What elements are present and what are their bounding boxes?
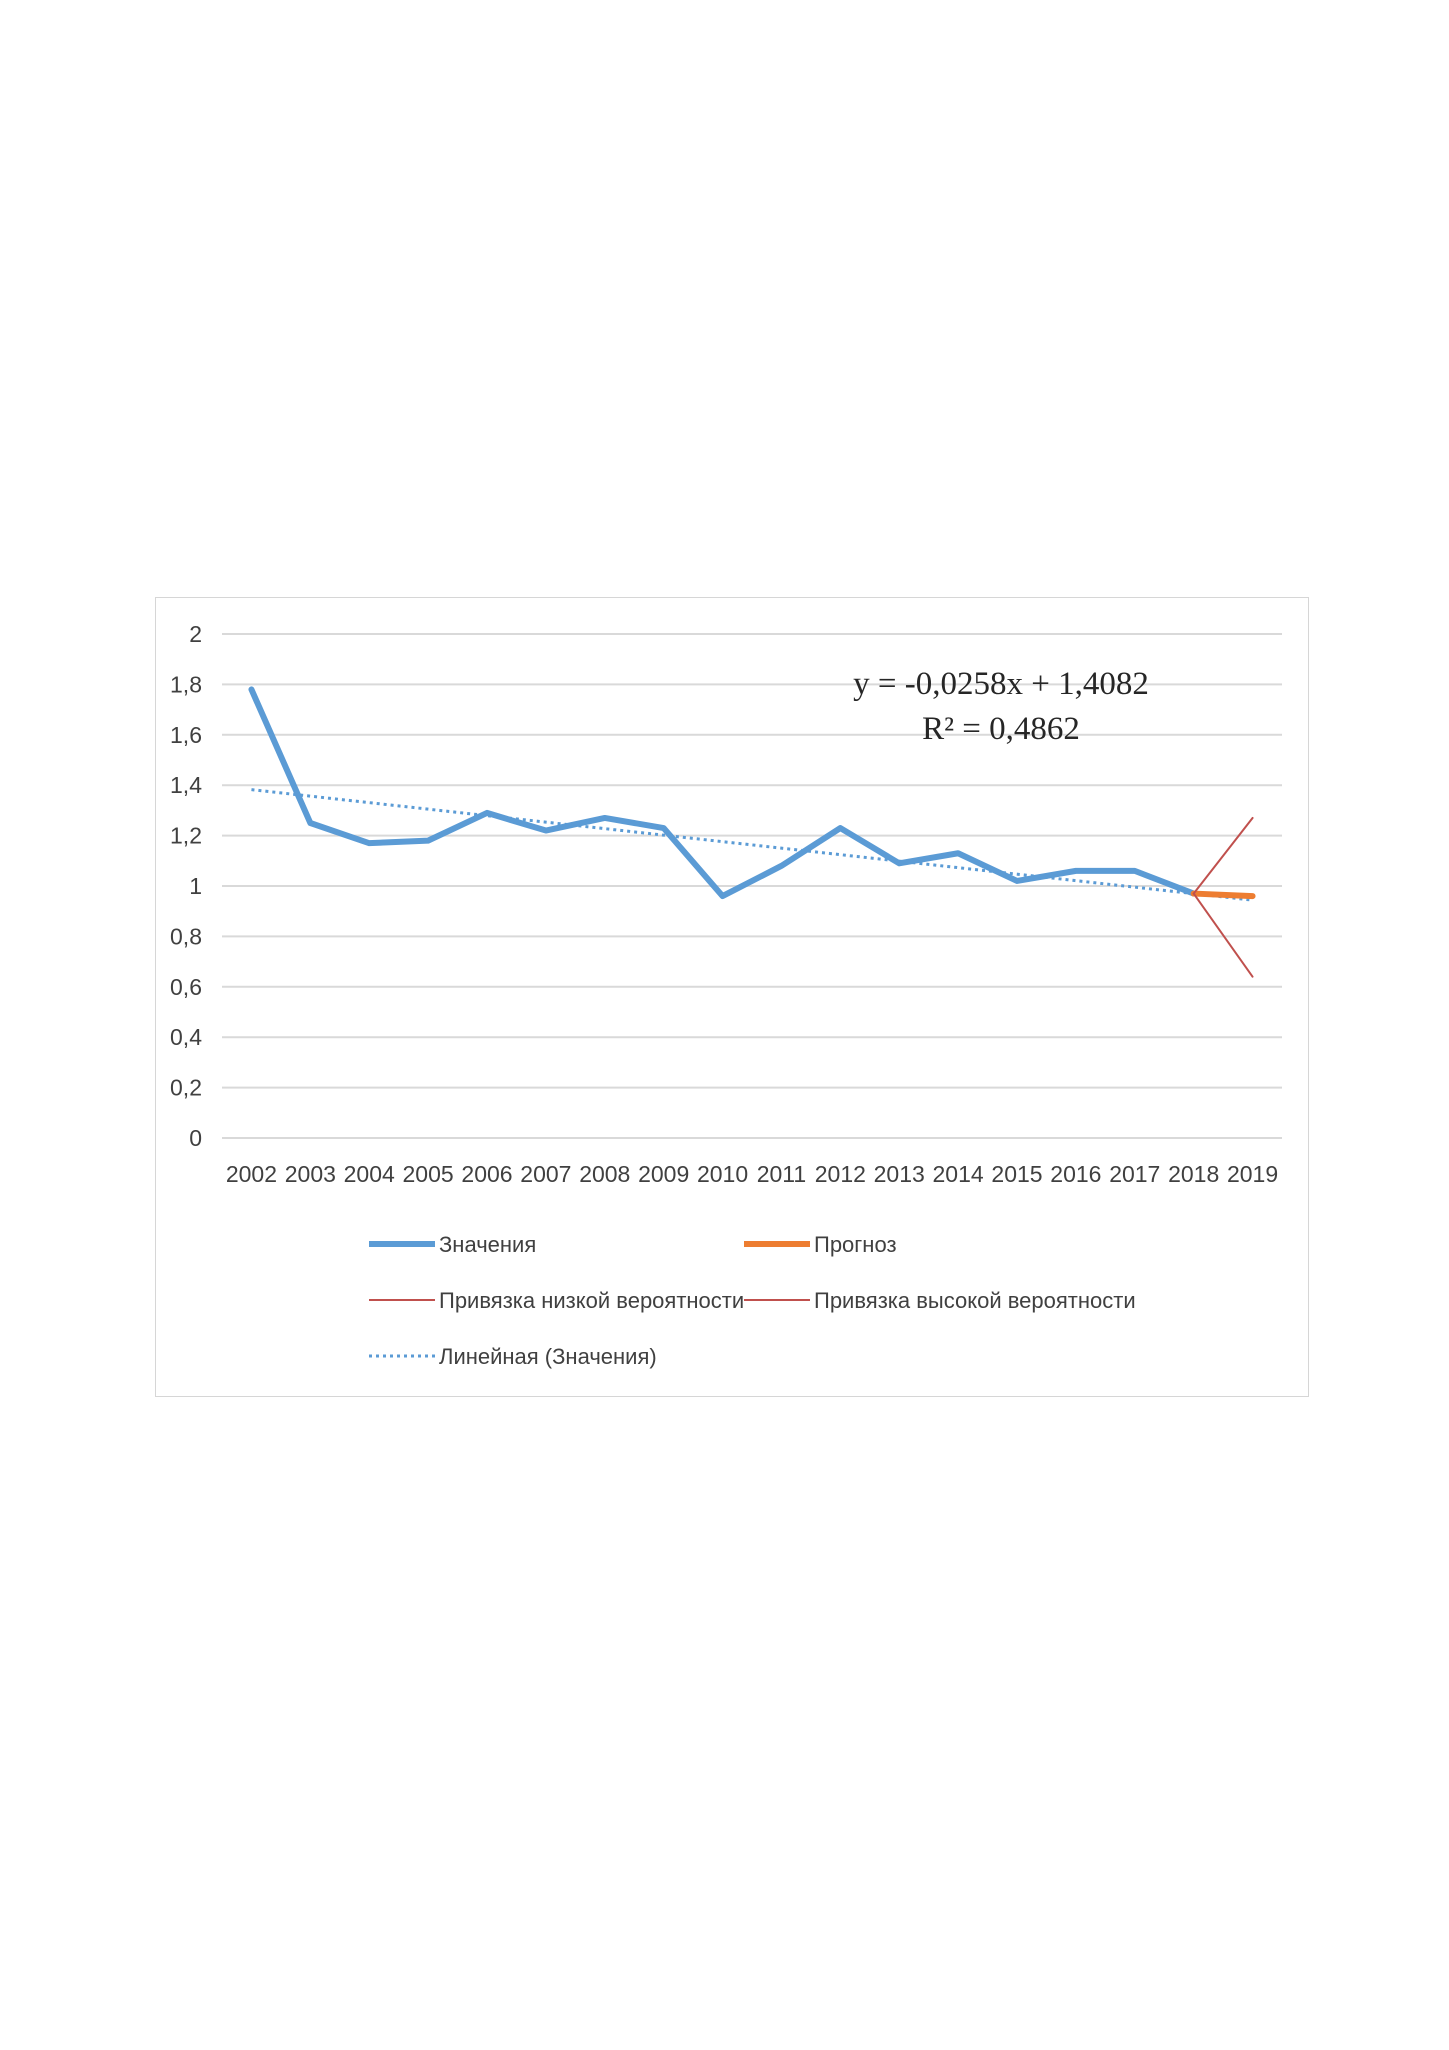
- x-tick-label: 2003: [285, 1161, 336, 1187]
- y-tick-label: 0,8: [170, 923, 202, 949]
- x-tick-label: 2005: [403, 1161, 454, 1187]
- legend-item: Линейная (Значения): [369, 1344, 657, 1369]
- series-line-1: [1190, 890, 1256, 900]
- x-tick-label: 2017: [1109, 1161, 1160, 1187]
- x-tick-label: 2010: [697, 1161, 748, 1187]
- x-tick-label: 2018: [1168, 1161, 1219, 1187]
- y-axis-ticks: 0 0,2 0,4 0,6 0,8 1 1,2 1,4 1,6 1,8 2: [170, 621, 202, 1151]
- x-tick-label: 2016: [1050, 1161, 1101, 1187]
- trendline-r-squared: R² = 0,4862: [922, 711, 1080, 747]
- x-tick-label: 2007: [520, 1161, 571, 1187]
- x-tick-label: 2006: [461, 1161, 512, 1187]
- x-tick-label: 2004: [344, 1161, 395, 1187]
- series-line-2: [1192, 892, 1254, 978]
- y-tick-label: 0,4: [170, 1024, 202, 1050]
- x-tick-label: 2013: [874, 1161, 925, 1187]
- line-chart: 0 0,2 0,4 0,6 0,8 1 1,2 1,4 1,6 1,8 2 2002 2003 2004…: [170, 621, 1282, 1369]
- grid-lines: [222, 633, 1282, 1139]
- y-tick-label: 1,6: [170, 722, 202, 748]
- legend-label: Привязка высокой вероятности: [814, 1288, 1136, 1313]
- legend-item: Значения: [369, 1232, 536, 1257]
- y-tick-label: 1,8: [170, 671, 202, 697]
- x-tick-label: 2019: [1227, 1161, 1278, 1187]
- legend-label: Прогноз: [814, 1232, 897, 1257]
- x-tick-label: 2012: [815, 1161, 866, 1187]
- legend-item: Привязка высокой вероятности: [744, 1288, 1136, 1313]
- y-tick-label: 1,2: [170, 823, 202, 849]
- legend: Значения Прогноз Привязка низкой вероятнос…: [369, 1232, 1136, 1369]
- x-tick-label: 2015: [991, 1161, 1042, 1187]
- chart-frame: 0 0,2 0,4 0,6 0,8 1 1,2 1,4 1,6 1,8 2 2002 2003 2004…: [155, 597, 1309, 1397]
- x-tick-label: 2009: [638, 1161, 689, 1187]
- x-tick-label: 2011: [757, 1161, 806, 1187]
- x-tick-label: 2002: [226, 1161, 277, 1187]
- y-tick-label: 0: [189, 1125, 202, 1151]
- legend-item: Привязка низкой вероятности: [369, 1288, 744, 1313]
- y-tick-label: 1: [189, 873, 202, 899]
- y-tick-label: 0,6: [170, 974, 202, 1000]
- series-line-0: [248, 686, 1197, 900]
- legend-item: Прогноз: [744, 1232, 897, 1257]
- trendline-equation: y = -0,0258x + 1,4082: [853, 666, 1149, 702]
- series-layer: [248, 686, 1256, 978]
- x-tick-label: 2008: [579, 1161, 630, 1187]
- x-axis-ticks: 2002 2003 2004 2005 2006 2007 2008 2009 2010 2011…: [226, 1161, 1278, 1187]
- legend-label: Линейная (Значения): [439, 1344, 657, 1369]
- series-line-3: [1192, 816, 1254, 895]
- legend-label: Значения: [439, 1232, 536, 1257]
- y-tick-label: 1,4: [170, 772, 202, 798]
- y-tick-label: 0,2: [170, 1075, 202, 1101]
- legend-label: Привязка низкой вероятности: [439, 1288, 744, 1313]
- y-tick-label: 2: [189, 621, 202, 647]
- x-tick-label: 2014: [933, 1161, 984, 1187]
- equation-annotation: y = -0,0258x + 1,4082 R² = 0,4862: [853, 666, 1149, 747]
